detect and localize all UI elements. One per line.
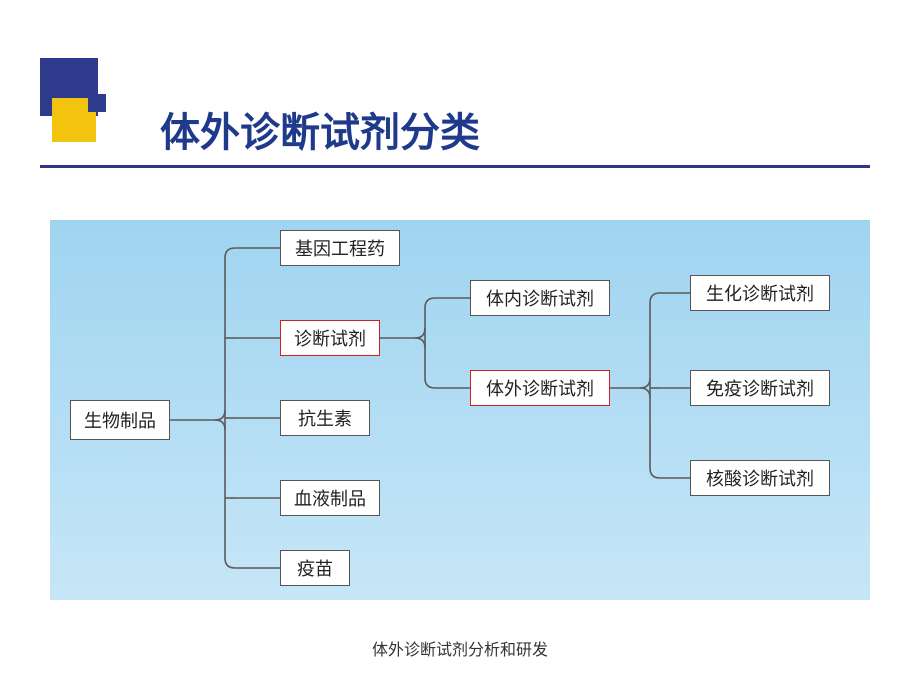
diagram-node: 核酸诊断试剂 (690, 460, 830, 496)
diagram-node: 生物制品 (70, 400, 170, 440)
slide-title: 体外诊断试剂分类 (160, 100, 480, 158)
slide-header: 体外诊断试剂分类 (0, 0, 920, 175)
diagram-node: 体内诊断试剂 (470, 280, 610, 316)
diagram-node: 诊断试剂 (280, 320, 380, 356)
diagram-node: 疫苗 (280, 550, 350, 586)
diagram-node: 免疫诊断试剂 (690, 370, 830, 406)
decor-block (88, 94, 106, 112)
diagram-node: 基因工程药 (280, 230, 400, 266)
diagram-node: 血液制品 (280, 480, 380, 516)
title-underline (40, 165, 870, 168)
diagram-node: 生化诊断试剂 (690, 275, 830, 311)
diagram-node: 抗生素 (280, 400, 370, 436)
diagram-panel: 生物制品 基因工程药诊断试剂抗生素血液制品疫苗 体内诊断试剂体外诊断试剂 生化诊断试剂… (50, 220, 870, 600)
diagram-node: 体外诊断试剂 (470, 370, 610, 406)
slide-footer: 体外诊断试剂分析和研发 (0, 636, 920, 660)
